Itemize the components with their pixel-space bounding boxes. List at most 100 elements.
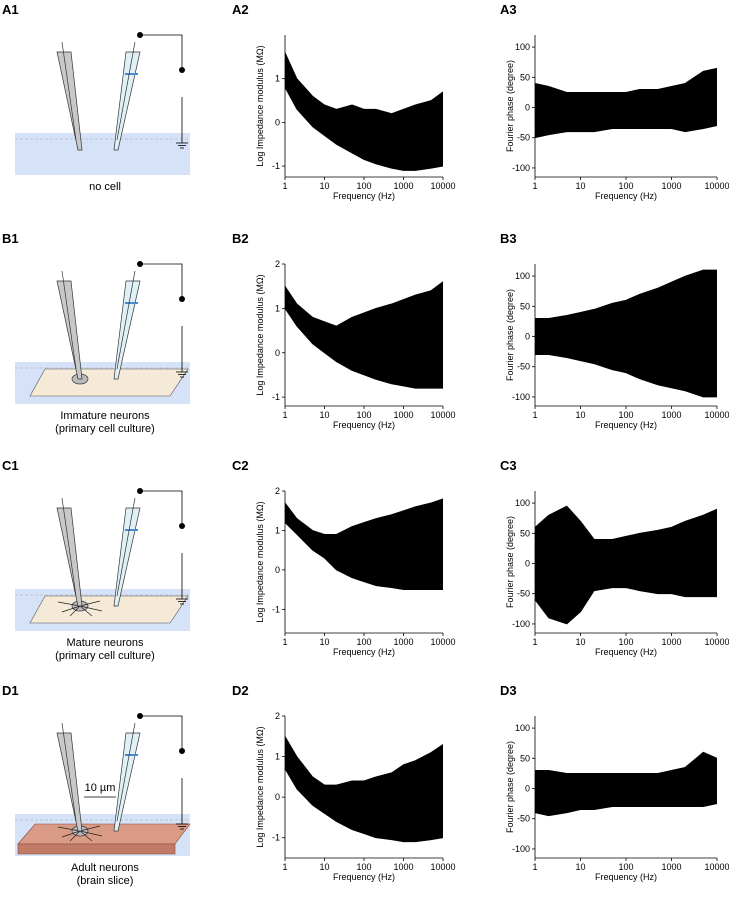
y-tick-label: 2 — [275, 486, 280, 496]
x-tick-label: 1000 — [393, 181, 413, 191]
chart — [284, 52, 444, 171]
panel-label: D3 — [500, 683, 517, 698]
envelope — [284, 308, 443, 389]
chart — [284, 736, 444, 843]
x-tick-label: 10000 — [430, 637, 455, 647]
x-tick-label: 100 — [356, 637, 371, 647]
noise-band — [285, 52, 443, 171]
x-tick-label: 1 — [282, 410, 287, 420]
x-axis-label: Frequency (Hz) — [333, 420, 395, 430]
x-tick-label: 10 — [575, 410, 585, 420]
x-tick-label: 1000 — [661, 181, 681, 191]
y-tick-label: 2 — [275, 259, 280, 269]
noise-band — [535, 270, 717, 397]
x-tick-label: 100 — [618, 637, 633, 647]
chart — [535, 269, 717, 398]
x-tick-label: 1000 — [393, 410, 413, 420]
pipette-recording — [56, 732, 83, 832]
x-tick-label: 1 — [532, 181, 537, 191]
noise-band — [285, 281, 443, 389]
y-tick-label: 0 — [275, 117, 280, 127]
dendrite — [61, 830, 81, 838]
y-axis-label: Fourier phase (degree) — [505, 60, 515, 152]
x-axis-label: Frequency (Hz) — [595, 647, 657, 657]
caption: Immature neurons — [60, 410, 150, 422]
y-tick-label: -100 — [512, 619, 530, 629]
x-tick-label: 1000 — [661, 410, 681, 420]
x-tick-label: 1000 — [661, 637, 681, 647]
dendrite — [57, 601, 81, 607]
terminal — [179, 296, 185, 302]
pipette-recording — [56, 507, 83, 607]
panel-label: C1 — [2, 458, 19, 473]
culture-dish — [29, 368, 189, 397]
y-axis-label: Fourier phase (degree) — [505, 741, 515, 833]
panel-label: A1 — [2, 2, 19, 17]
panel-label: C2 — [232, 458, 249, 473]
x-tick-label: 1 — [282, 862, 287, 872]
y-tick-label: 100 — [515, 271, 530, 281]
x-tick-label: 100 — [618, 181, 633, 191]
noise-band — [535, 506, 717, 624]
dendrite — [57, 826, 81, 832]
noise-band — [285, 736, 443, 842]
x-axis-label: Frequency (Hz) — [595, 420, 657, 430]
noise-band — [285, 498, 443, 590]
y-tick-label: -1 — [272, 833, 280, 843]
y-tick-label: 0 — [525, 784, 530, 794]
y-tick-label: 50 — [520, 528, 530, 538]
x-tick-label: 100 — [356, 410, 371, 420]
electrode-wire — [61, 41, 77, 141]
y-tick-label: 1 — [275, 525, 280, 535]
x-tick-label: 100 — [356, 862, 371, 872]
y-axis-label: Fourier phase (degree) — [505, 289, 515, 381]
y-tick-label: -100 — [512, 392, 530, 402]
annotation: 10 µm — [85, 782, 116, 794]
dendrite — [79, 825, 101, 832]
caption: Adult neurons — [71, 862, 139, 874]
envelope — [535, 751, 718, 774]
x-tick-label: 10 — [575, 181, 585, 191]
envelope — [534, 587, 717, 625]
envelope — [534, 505, 718, 540]
caption: (primary cell culture) — [55, 650, 155, 662]
panel-label: B2 — [232, 231, 249, 246]
chart — [534, 67, 718, 139]
y-tick-label: 0 — [525, 103, 530, 113]
x-tick-label: 10 — [319, 637, 329, 647]
x-axis-label: Frequency (Hz) — [333, 647, 395, 657]
envelope — [535, 269, 717, 319]
dendrite — [69, 605, 81, 617]
envelope — [284, 52, 444, 115]
y-tick-label: -1 — [272, 392, 280, 402]
dendrite — [69, 830, 81, 842]
wire — [140, 263, 183, 299]
panel-label: B1 — [2, 231, 19, 246]
slice-side — [17, 843, 176, 855]
pipette-stim — [113, 507, 141, 607]
y-tick-label: 0 — [275, 565, 280, 575]
y-tick-label: 100 — [515, 723, 530, 733]
electrode-wire — [116, 41, 136, 141]
panel-label: B3 — [500, 231, 517, 246]
x-tick-label: 10000 — [430, 862, 455, 872]
envelope — [284, 768, 444, 843]
panel-label: C3 — [500, 458, 517, 473]
x-tick-label: 10 — [319, 862, 329, 872]
wire — [140, 490, 183, 526]
chart — [534, 505, 718, 625]
diagram — [15, 261, 190, 404]
panel-label: A3 — [500, 2, 517, 17]
envelope — [284, 87, 444, 171]
x-tick-label: 10000 — [430, 410, 455, 420]
panel-label: D2 — [232, 683, 249, 698]
x-tick-label: 100 — [356, 181, 371, 191]
caption: (brain slice) — [77, 875, 134, 887]
x-tick-label: 10 — [319, 181, 329, 191]
x-tick-label: 10000 — [704, 637, 729, 647]
terminal — [179, 748, 185, 754]
noise-band — [535, 68, 717, 138]
dendrite — [79, 605, 93, 617]
pipette-stim — [113, 280, 141, 380]
wire — [140, 34, 183, 70]
